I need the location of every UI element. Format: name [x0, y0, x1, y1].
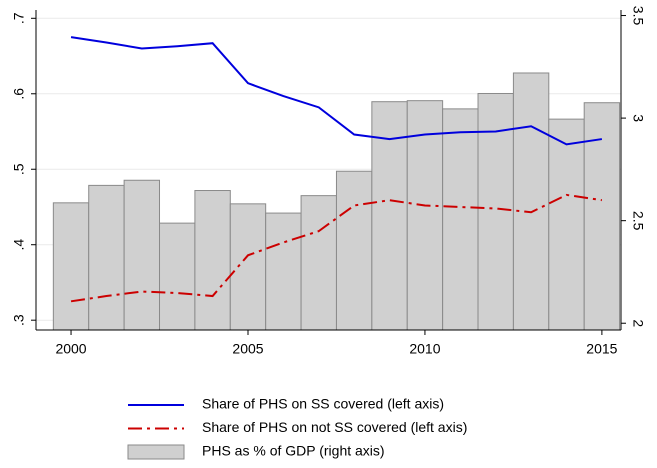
x-tick-label: 2010	[409, 341, 440, 357]
bar	[335, 170, 373, 331]
bar	[265, 212, 302, 331]
bar	[194, 190, 231, 331]
bar	[512, 72, 550, 331]
legend: Share of PHS on SS covered (left axis) Sh…	[127, 396, 467, 460]
y-tick-label: .7	[11, 12, 27, 24]
bar	[406, 100, 444, 331]
bar	[548, 118, 585, 331]
y2-tick-label: 2	[630, 319, 646, 327]
x-tick-label: 2015	[586, 341, 617, 357]
bar	[159, 222, 196, 331]
bar	[442, 108, 479, 331]
line-series	[70, 193, 603, 303]
y-tick-label: .4	[11, 239, 27, 251]
bar	[371, 101, 408, 331]
x-tick-label: 2005	[232, 341, 263, 357]
line-series	[70, 36, 603, 146]
bar	[300, 195, 337, 331]
legend-label: Share of PHS on SS covered (left axis)	[202, 396, 444, 412]
bar	[88, 184, 125, 331]
x-tick-label: 2000	[55, 341, 86, 357]
y2-tick-label: 2.5	[630, 211, 646, 231]
legend-label: PHS as % of GDP (right axis)	[202, 443, 385, 459]
bar	[583, 102, 621, 331]
y2-tick-label: 3.5	[630, 6, 646, 26]
y-tick-label: .6	[11, 88, 27, 100]
bar	[52, 202, 90, 331]
y-tick-label: .3	[11, 314, 27, 326]
bar	[229, 203, 267, 331]
legend-label: Share of PHS on not SS covered (left axi…	[202, 419, 467, 435]
legend-swatch	[127, 444, 185, 460]
y-tick-label: .5	[11, 163, 27, 175]
bar	[123, 179, 161, 331]
y2-tick-label: 3	[630, 114, 646, 122]
